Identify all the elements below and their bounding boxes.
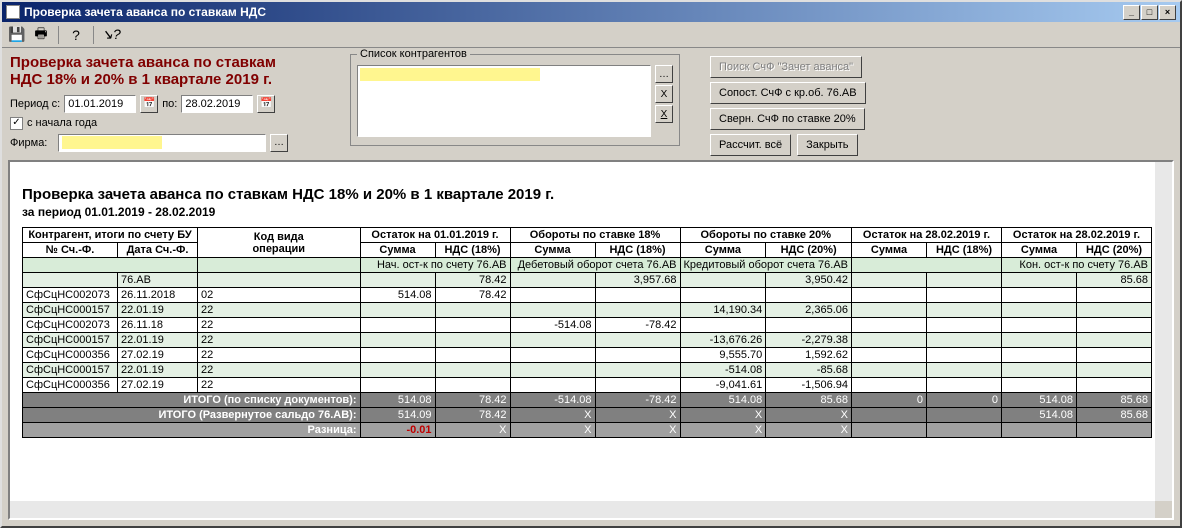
table-row: СфСцНС00207326.11.201802514.0878.42 xyxy=(23,288,1152,303)
compare-button[interactable]: Сопост. СчФ с кр.об. 76.АВ xyxy=(710,82,866,104)
counterparties-list[interactable] xyxy=(357,65,651,137)
hdr-opcode: Код видаоперации xyxy=(198,228,361,258)
table-row: СфСцНС00207326.11.1822-514.08-78.42 xyxy=(23,318,1152,333)
report-period: за период 01.01.2019 - 28.02.2019 xyxy=(22,205,1166,219)
report-red-title: Проверка зачета аванса по ставкам НДС 18… xyxy=(10,54,340,89)
calc-all-button[interactable]: Рассчит. всё xyxy=(710,134,791,156)
close-button[interactable]: Закрыть xyxy=(797,134,857,156)
table-row: СфСцНС00035627.02.1922-9,041.61-1,506.94 xyxy=(23,378,1152,393)
search-invoice-button[interactable]: Поиск СчФ "Зачет аванса" xyxy=(710,56,862,78)
report-title: Проверка зачета аванса по ставкам НДС 18… xyxy=(22,186,1166,203)
firm-input[interactable] xyxy=(58,134,266,152)
report-area: Проверка зачета аванса по ставкам НДС 18… xyxy=(8,160,1174,520)
table-row: СфСцНС00015722.01.1922-514.08-85.68 xyxy=(23,363,1152,378)
hdr-turn20: Обороты по ставке 20% xyxy=(680,228,851,243)
counterparty-remove-button[interactable]: X xyxy=(655,85,673,103)
horizontal-scrollbar[interactable] xyxy=(10,501,1155,518)
counterparties-fieldset: Список контрагентов … X X xyxy=(350,54,680,146)
hdr-counterparty: Контрагент, итоги по счету БУ xyxy=(23,228,198,243)
titlebar: Проверка зачета аванса по ставкам НДС _ … xyxy=(2,2,1180,22)
collapse-button[interactable]: Сверн. СчФ по ставке 20% xyxy=(710,108,865,130)
period-from-input[interactable] xyxy=(64,95,136,113)
table-row: СфСцНС00015722.01.1922-13,676.26-2,279.3… xyxy=(23,333,1152,348)
save-icon[interactable]: 💾 xyxy=(8,26,26,44)
hdr-close2: Остаток на 28.02.2019 г. xyxy=(1002,228,1152,243)
print-icon[interactable]: 🖶 xyxy=(32,26,50,44)
app-icon xyxy=(6,5,20,19)
period-to-input[interactable] xyxy=(181,95,253,113)
maximize-button[interactable]: □ xyxy=(1141,5,1158,20)
hdr-open: Остаток на 01.01.2019 г. xyxy=(360,228,510,243)
whatsthis-icon[interactable]: ↘? xyxy=(102,26,120,44)
toolbar: 💾 🖶 ? ↘? xyxy=(2,22,1180,48)
params-panel: Проверка зачета аванса по ставкам НДС 18… xyxy=(2,48,1180,158)
minimize-button[interactable]: _ xyxy=(1123,5,1140,20)
vertical-scrollbar[interactable] xyxy=(1155,162,1172,501)
window-title: Проверка зачета аванса по ставкам НДС xyxy=(24,5,1123,19)
from-year-start-label: с начала года xyxy=(27,117,97,129)
report-table: Контрагент, итоги по счету БУ Код видаоп… xyxy=(22,227,1152,438)
action-buttons-panel: Поиск СчФ "Зачет аванса" Сопост. СчФ с к… xyxy=(710,54,866,156)
table-row: СфСцНС00015722.01.192214,190.342,365.06 xyxy=(23,303,1152,318)
hdr-turn18: Обороты по ставке 18% xyxy=(510,228,680,243)
main-window: Проверка зачета аванса по ставкам НДС _ … xyxy=(0,0,1182,528)
period-to-label: по: xyxy=(162,98,177,110)
calendar-to-button[interactable]: 📅 xyxy=(257,95,275,113)
calendar-from-button[interactable]: 📅 xyxy=(140,95,158,113)
counterparty-clear-button[interactable]: X xyxy=(655,105,673,123)
scroll-corner xyxy=(1155,501,1172,518)
firm-lookup-button[interactable]: … xyxy=(270,134,288,152)
diff-row: Разница: -0.01 X X X X X xyxy=(23,423,1152,438)
total-docs-row: ИТОГО (по списку документов): 514.08 78.… xyxy=(23,393,1152,408)
table-row: СфСцНС00035627.02.19229,555.701,592.62 xyxy=(23,348,1152,363)
hdr-docdate: Дата Сч.-Ф. xyxy=(118,243,198,258)
hdr-close1: Остаток на 28.02.2019 г. xyxy=(852,228,1002,243)
help-icon[interactable]: ? xyxy=(67,26,85,44)
period-label: Период с: xyxy=(10,98,60,110)
counterparties-legend: Список контрагентов xyxy=(357,48,470,60)
from-year-start-checkbox[interactable]: ✓ xyxy=(10,117,23,130)
hdr-docnum: № Сч.-Ф. xyxy=(23,243,118,258)
counterparty-lookup-button[interactable]: … xyxy=(655,65,673,83)
section-header-row: Нач. ост-к по счету 76.АВ Дебетовый обор… xyxy=(23,258,1152,273)
firm-label: Фирма: xyxy=(10,137,54,149)
total-balance-row: ИТОГО (Развернутое сальдо 76.АВ): 514.09… xyxy=(23,408,1152,423)
table-row: 76.АВ78.423,957.683,950.4285.68 xyxy=(23,273,1152,288)
close-window-button[interactable]: × xyxy=(1159,5,1176,20)
org-name xyxy=(22,168,1166,184)
